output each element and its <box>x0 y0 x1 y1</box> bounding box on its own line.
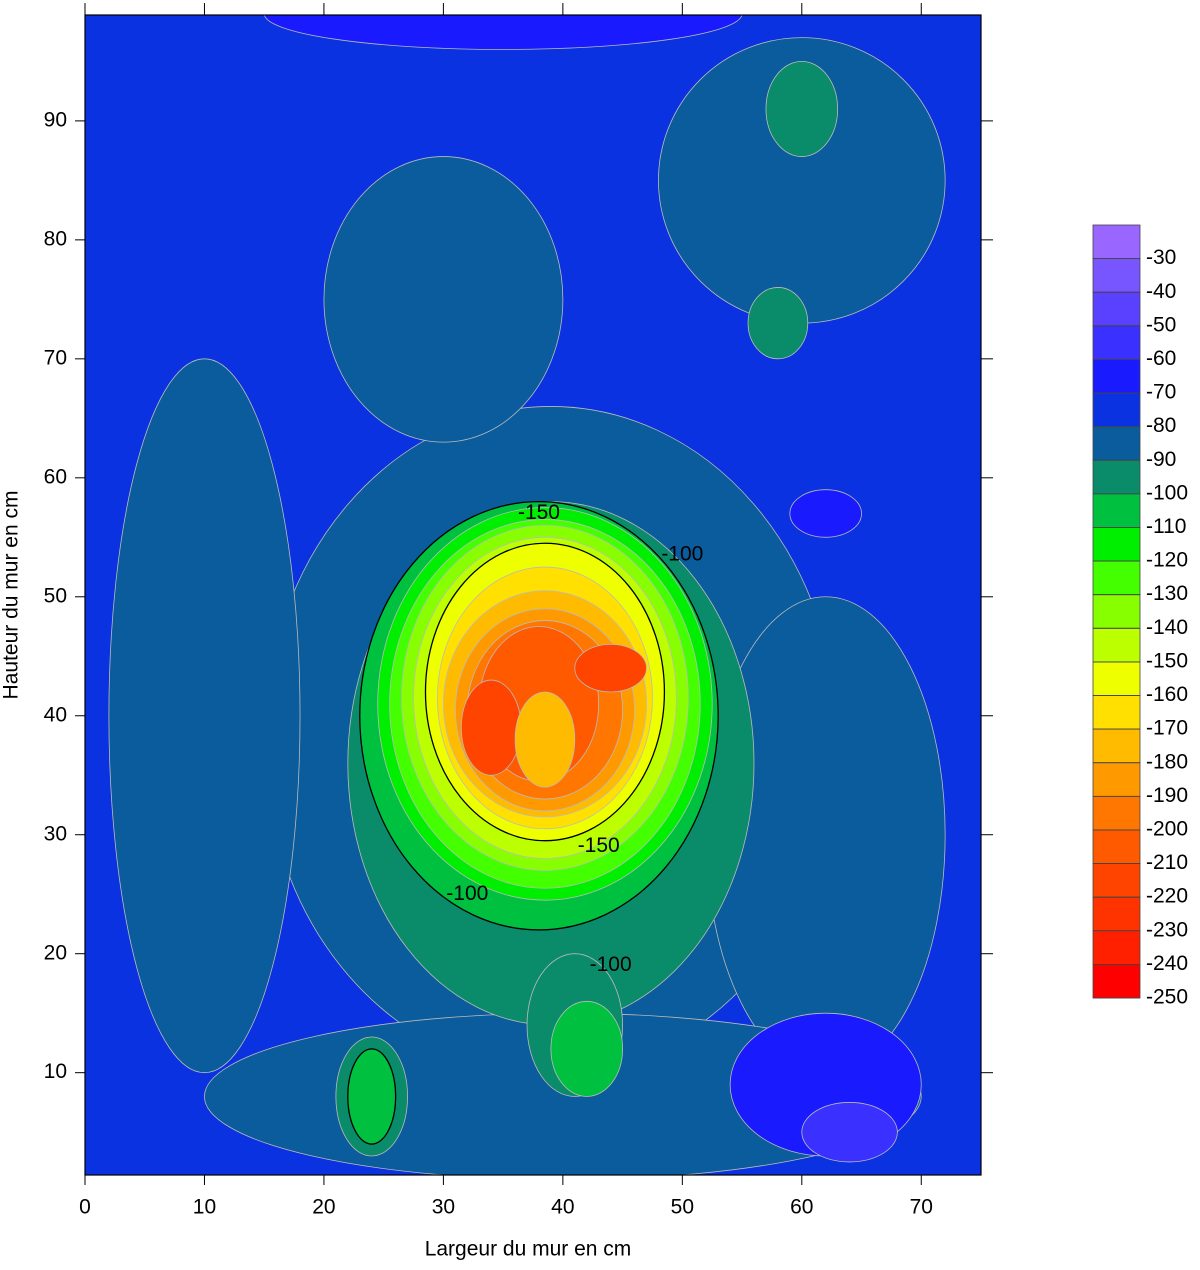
colorbar-swatch <box>1092 762 1141 797</box>
colorbar-swatch <box>1092 224 1141 260</box>
colorbar-label: -140 <box>1146 616 1188 639</box>
y-tick-label: 30 <box>44 822 67 845</box>
plot-frame <box>84 14 982 1176</box>
colorbar-swatch <box>1092 359 1141 394</box>
colorbar-label: -210 <box>1146 851 1188 874</box>
colorbar-swatch <box>1092 325 1141 360</box>
x-tick-label: 10 <box>193 1196 216 1219</box>
contour-label: -150 <box>518 501 560 524</box>
colorbar-label: -80 <box>1146 414 1176 437</box>
y-tick-label: 50 <box>44 584 67 607</box>
colorbar-label: -180 <box>1146 750 1188 773</box>
contour-region <box>460 679 522 776</box>
colorbar-swatch <box>1092 695 1141 730</box>
colorbar-label: -30 <box>1146 246 1176 269</box>
colorbar-label: -190 <box>1146 784 1188 807</box>
colorbar-swatch <box>1092 896 1141 932</box>
colorbar-label: -150 <box>1146 649 1188 672</box>
colorbar-label: -50 <box>1146 313 1176 336</box>
contour-region <box>574 643 647 693</box>
colorbar-swatch <box>1092 291 1141 327</box>
y-tick-label: 10 <box>44 1060 67 1083</box>
contour-label: -150 <box>578 834 620 857</box>
colorbar-label: -60 <box>1146 347 1176 370</box>
y-tick-label: 90 <box>44 108 67 131</box>
colorbar-label: -70 <box>1146 381 1176 404</box>
y-axis-label: Hauteur du mur en cm <box>0 491 23 700</box>
x-tick-label: 40 <box>551 1196 574 1219</box>
colorbar-swatch <box>1092 560 1141 596</box>
contour-region <box>550 1000 623 1097</box>
contour-region <box>263 15 743 50</box>
y-tick-label: 80 <box>44 227 67 250</box>
colorbar-label: -230 <box>1146 918 1188 941</box>
colorbar-label: -240 <box>1146 952 1188 975</box>
colorbar-label: -170 <box>1146 717 1188 740</box>
colorbar-label: -130 <box>1146 582 1188 605</box>
y-tick-label: 70 <box>44 346 67 369</box>
contour-region <box>514 691 576 788</box>
contour-region <box>789 489 862 538</box>
colorbar-swatch <box>1092 426 1141 461</box>
x-axis-label: Largeur du mur en cm <box>425 1238 632 1261</box>
colorbar-label: -40 <box>1146 280 1176 303</box>
colorbar-swatch <box>1092 728 1141 764</box>
x-tick-label: 20 <box>312 1196 335 1219</box>
x-tick-label: 70 <box>910 1196 933 1219</box>
contour-label: -100 <box>590 953 632 976</box>
y-tick-label: 60 <box>44 465 67 488</box>
colorbar-swatch <box>1092 527 1141 562</box>
colorbar-swatch <box>1092 963 1141 999</box>
colorbar-swatch <box>1092 258 1141 293</box>
contour-field: -150 -150 -100 -100 -100 <box>85 15 981 1175</box>
y-tick-label: 40 <box>44 703 67 726</box>
colorbar-swatch <box>1092 795 1141 831</box>
colorbar-label: -250 <box>1146 986 1188 1009</box>
contour-region <box>765 61 839 157</box>
contour-label: -100 <box>446 882 488 905</box>
contour-region <box>747 287 809 360</box>
colorbar-swatch <box>1092 459 1141 495</box>
contour-region <box>108 358 301 1074</box>
colorbar-swatch <box>1092 930 1141 965</box>
colorbar-swatch <box>1092 627 1141 663</box>
colorbar-label: -160 <box>1146 683 1188 706</box>
contour-region <box>801 1102 898 1163</box>
colorbar-swatch <box>1092 829 1141 864</box>
contour-label: -100 <box>661 543 703 566</box>
x-tick-label: 50 <box>671 1196 694 1219</box>
colorbar-swatch <box>1092 392 1141 428</box>
colorbar-swatch <box>1092 863 1141 898</box>
colorbar-swatch <box>1092 661 1141 696</box>
contour-region <box>323 156 564 443</box>
y-tick-label: 20 <box>44 941 67 964</box>
colorbar-swatch <box>1092 594 1141 629</box>
contour-region <box>347 1048 397 1145</box>
colorbar-swatch <box>1092 493 1141 528</box>
x-tick-label: 60 <box>790 1196 813 1219</box>
colorbar-label: -200 <box>1146 818 1188 841</box>
colorbar-label: -110 <box>1146 515 1186 538</box>
colorbar-label: -100 <box>1146 481 1188 504</box>
x-tick-label: 0 <box>79 1196 91 1219</box>
colorbar-label: -90 <box>1146 448 1176 471</box>
colorbar-label: -220 <box>1146 885 1188 908</box>
x-tick-label: 30 <box>432 1196 455 1219</box>
colorbar-label: -120 <box>1146 549 1188 572</box>
